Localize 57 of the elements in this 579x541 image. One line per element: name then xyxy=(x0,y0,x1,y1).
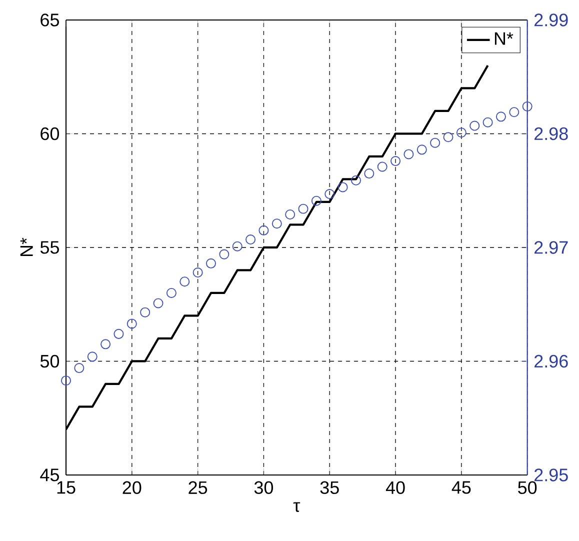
x-tick-label: 45 xyxy=(452,481,471,494)
x-axis-title: τ xyxy=(293,502,300,512)
point xyxy=(114,328,124,339)
x-tick-label: 15 xyxy=(57,481,76,494)
y2-tick-label: 2.98 xyxy=(534,127,568,140)
y-tick-label: 45 xyxy=(40,468,59,482)
point xyxy=(206,258,216,268)
point xyxy=(496,112,506,122)
point xyxy=(166,288,176,298)
point xyxy=(416,144,427,155)
legend-label: N* xyxy=(494,32,514,45)
point xyxy=(522,101,532,112)
point xyxy=(324,189,335,200)
point xyxy=(298,204,308,214)
point xyxy=(258,225,269,236)
point xyxy=(430,138,440,148)
y2-tick-label: 2.95 xyxy=(534,468,568,482)
x-tick-label: 25 xyxy=(188,481,208,494)
point xyxy=(74,363,84,374)
x-tick-label: 35 xyxy=(320,481,339,494)
point xyxy=(456,128,466,138)
x-tick-label: 30 xyxy=(254,481,274,494)
point xyxy=(285,210,296,220)
point xyxy=(390,156,401,166)
point xyxy=(100,339,111,350)
point xyxy=(87,352,98,362)
point xyxy=(219,249,230,260)
y2-tick-label: 2.99 xyxy=(534,14,568,26)
point xyxy=(482,117,493,128)
point xyxy=(443,132,454,142)
point xyxy=(246,234,256,245)
x-tick-label: 20 xyxy=(122,481,142,494)
point xyxy=(61,376,72,386)
point xyxy=(364,168,374,179)
y-tick-label: 55 xyxy=(40,241,59,254)
point xyxy=(272,218,282,229)
point xyxy=(350,175,361,186)
y2-tick-label: 2.97 xyxy=(534,241,568,254)
y-tick-label: 65 xyxy=(40,14,59,26)
y-axis-title: N* xyxy=(20,238,33,256)
point xyxy=(404,149,414,160)
point xyxy=(470,120,480,131)
point xyxy=(338,182,348,192)
point xyxy=(153,298,164,308)
x-tick-label: 40 xyxy=(386,481,405,494)
y-tick-label: 50 xyxy=(40,354,60,368)
y2-tick-label: 2.96 xyxy=(534,354,568,368)
point xyxy=(509,107,520,118)
point xyxy=(180,276,190,287)
point xyxy=(126,318,137,329)
point xyxy=(311,196,322,206)
point xyxy=(192,268,203,278)
y-tick-label: 60 xyxy=(40,127,60,140)
point xyxy=(377,162,388,172)
point xyxy=(140,307,150,318)
x-tick-label: 50 xyxy=(518,481,537,494)
point xyxy=(232,241,242,252)
